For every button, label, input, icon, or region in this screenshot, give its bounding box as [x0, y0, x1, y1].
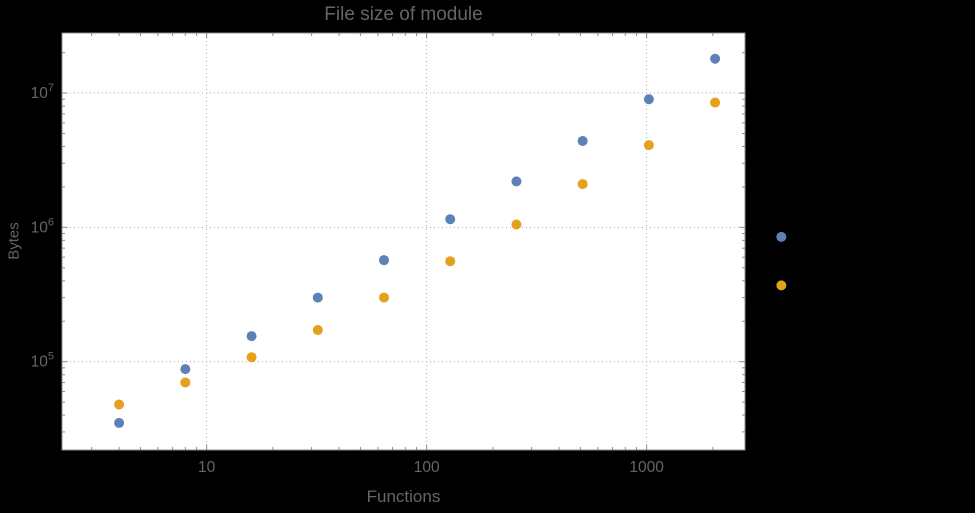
data-point-orange: [312, 325, 323, 336]
data-point-orange: [114, 399, 125, 410]
data-point-blue: [776, 231, 787, 242]
data-point-blue: [577, 135, 588, 146]
data-point-blue: [114, 417, 125, 428]
data-point-orange: [776, 280, 787, 291]
plot-background: [62, 33, 745, 450]
data-point-blue: [312, 292, 323, 303]
data-point-orange: [710, 97, 721, 108]
data-point-blue: [246, 331, 257, 342]
data-point-orange: [246, 352, 257, 363]
y-tick-label: 105: [31, 351, 54, 371]
data-point-blue: [445, 214, 456, 225]
data-point-orange: [379, 292, 390, 303]
x-tick-label: 1000: [629, 459, 664, 476]
chart-title: File size of module: [324, 4, 483, 25]
x-tick-label: 100: [414, 459, 440, 476]
data-point-blue: [710, 53, 721, 64]
data-point-orange: [511, 219, 522, 230]
plot-frame: [61, 32, 746, 451]
y-tick-label: 106: [31, 216, 54, 236]
x-tick-label: 10: [198, 459, 216, 476]
data-point-blue: [511, 176, 522, 187]
data-point-orange: [643, 140, 654, 151]
data-point-orange: [180, 377, 191, 388]
data-point-blue: [643, 94, 654, 105]
data-point-orange: [577, 179, 588, 190]
data-point-orange: [445, 256, 456, 267]
data-point-blue: [379, 255, 390, 266]
data-point-blue: [180, 364, 191, 375]
y-tick-label: 107: [31, 82, 54, 102]
x-axis-label: Functions: [366, 487, 441, 506]
